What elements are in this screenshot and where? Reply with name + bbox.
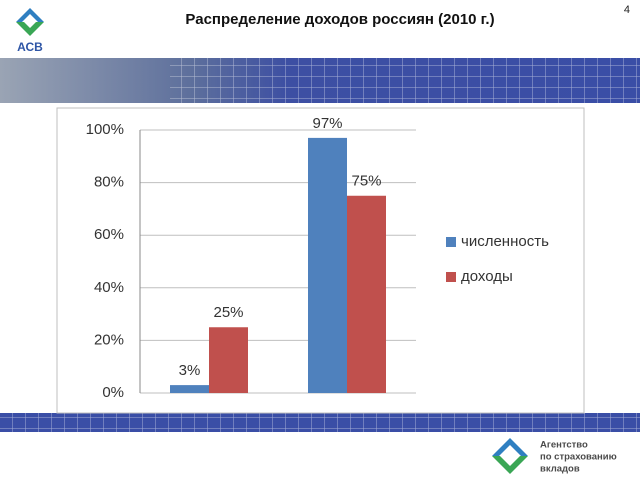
y-tick-label: 60% xyxy=(94,226,124,243)
bar xyxy=(308,137,347,393)
chart: 0% 20% 40% 60% 80% 100% 3% 25% 97% 75% численность… xyxy=(86,115,549,401)
banner-grid xyxy=(170,58,640,103)
legend-swatch xyxy=(446,272,456,282)
bar xyxy=(347,195,386,393)
data-label: 75% xyxy=(351,173,381,190)
data-label: 3% xyxy=(179,362,201,379)
footer-text: по страхованию xyxy=(540,452,617,463)
y-tick-label: 40% xyxy=(94,279,124,296)
y-tick-label: 80% xyxy=(94,174,124,191)
footer-text: Агентство xyxy=(540,440,588,451)
y-tick-label: 100% xyxy=(86,121,124,138)
logo xyxy=(16,8,44,36)
logo-text: АСВ xyxy=(17,40,43,54)
data-label: 97% xyxy=(312,115,342,132)
footer-logo xyxy=(492,438,528,474)
y-tick-label: 0% xyxy=(102,384,124,401)
bar xyxy=(170,385,209,393)
bar xyxy=(209,327,248,393)
bottom-grid xyxy=(0,413,640,432)
legend-label: численность xyxy=(461,233,549,250)
legend-label: доходы xyxy=(461,268,513,285)
legend-swatch xyxy=(446,237,456,247)
page-number: 4 xyxy=(624,4,630,16)
slide-title: Распределение доходов россиян (2010 г.) xyxy=(185,11,494,28)
y-tick-label: 20% xyxy=(94,331,124,348)
data-label: 25% xyxy=(213,304,243,321)
footer-text: вкладов xyxy=(540,464,580,475)
